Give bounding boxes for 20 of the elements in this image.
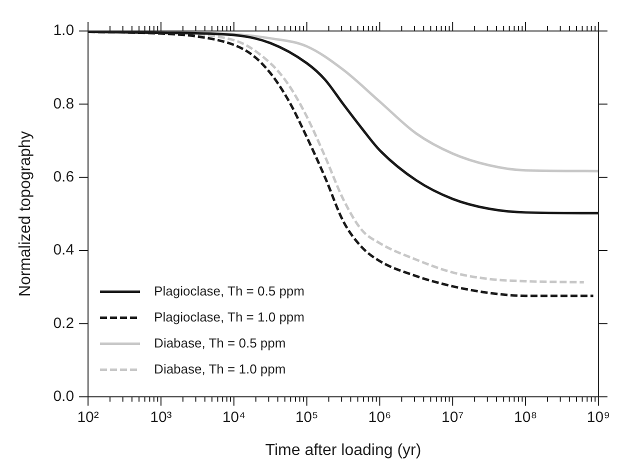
x-axis-title: Time after loading (yr) bbox=[265, 442, 422, 459]
x-tick-label: 10² bbox=[77, 408, 99, 426]
x-tick-label: 10⁴ bbox=[222, 408, 246, 426]
x-tick-label: 10⁶ bbox=[368, 408, 392, 426]
x-tick-label: 10⁷ bbox=[442, 408, 464, 426]
y-tick-label: 0.2 bbox=[53, 314, 74, 332]
y-axis-title: Normalized topography bbox=[17, 131, 34, 297]
legend-label: Plagioclase, Th = 0.5 ppm bbox=[154, 283, 304, 298]
legend-label: Diabase, Th = 1.0 ppm bbox=[154, 361, 286, 376]
y-tick-label: 0.0 bbox=[53, 388, 74, 405]
y-tick-label: 0.4 bbox=[53, 242, 74, 259]
legend-label: Plagioclase, Th = 1.0 ppm bbox=[154, 309, 304, 324]
y-tick-label: 0.6 bbox=[53, 168, 74, 186]
x-tick-label: 10⁹ bbox=[586, 408, 610, 426]
legend-label: Diabase, Th = 0.5 ppm bbox=[154, 335, 286, 350]
x-tick-label: 10⁵ bbox=[295, 408, 318, 426]
x-tick-label: 10⁸ bbox=[514, 408, 538, 426]
y-tick-label: 0.8 bbox=[53, 95, 74, 112]
x-tick-label: 10³ bbox=[150, 408, 172, 426]
y-tick-label: 1.0 bbox=[53, 22, 74, 40]
